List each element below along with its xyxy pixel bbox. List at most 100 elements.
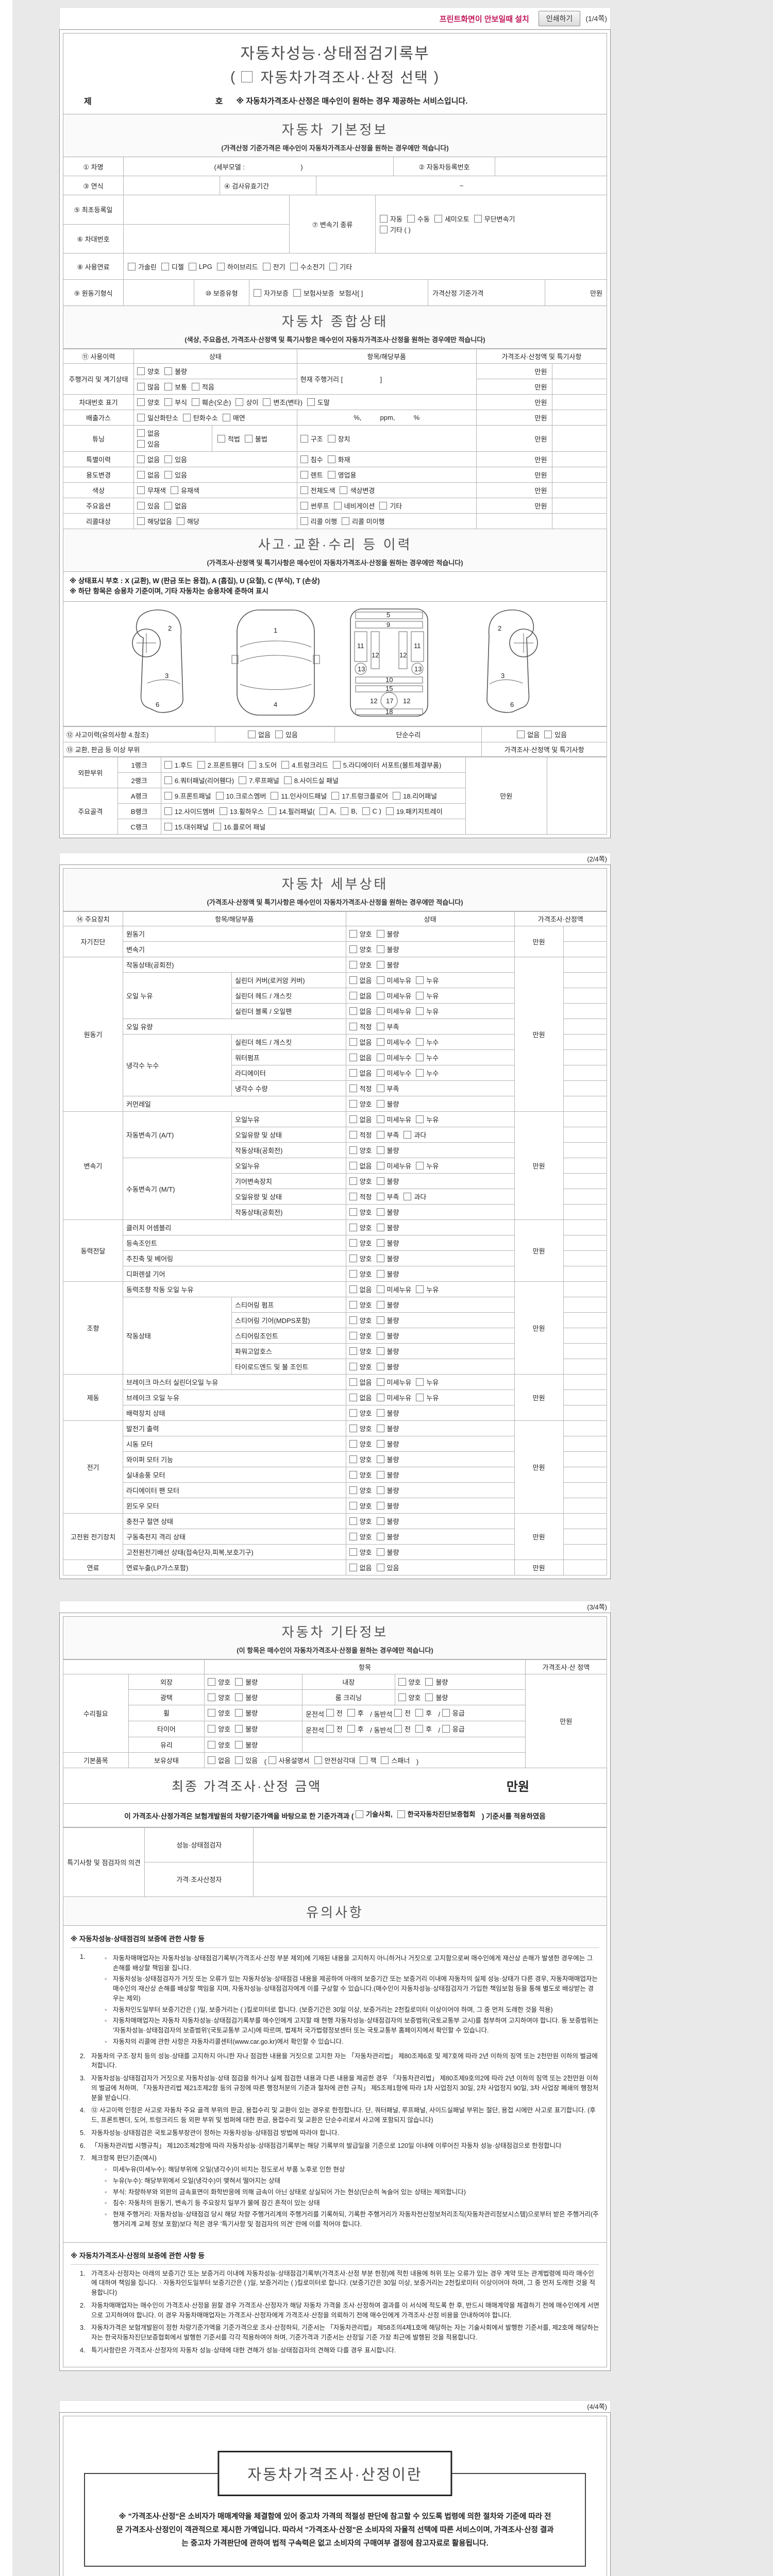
checkbox-option[interactable]: 양호 [349,929,372,939]
checkbox-option[interactable]: 양호 [349,1145,372,1155]
checkbox-icon[interactable] [376,1347,384,1355]
checkbox-option[interactable]: 불량 [235,1692,258,1702]
checkbox-icon[interactable] [360,1756,368,1764]
checkbox-icon[interactable] [362,807,370,815]
checkbox-option[interactable]: 렌트 [300,470,323,480]
detail-note-cell[interactable] [563,1157,608,1174]
checkbox-option[interactable]: C ) [362,807,381,815]
checkbox-option[interactable]: 세미오토 [434,214,469,224]
checkbox-option[interactable]: 불량 [376,1145,399,1155]
checkbox-icon[interactable] [164,367,173,375]
checkbox-icon[interactable] [208,1725,216,1733]
checkbox-option[interactable]: 없음 [164,501,187,511]
checkbox-icon[interactable] [349,1022,357,1030]
checkbox-icon[interactable] [376,1439,384,1448]
checkbox-option[interactable]: 양호 [349,1532,372,1541]
checkbox-option[interactable]: 양호 [137,397,160,407]
checkbox-option[interactable]: 양호 [349,1408,372,1418]
checkbox-icon[interactable] [331,791,340,800]
checkbox-option[interactable]: 없음 [248,730,271,739]
checkbox-option[interactable]: 불량 [376,960,399,970]
detail-note-cell[interactable] [563,1234,608,1251]
detail-note-cell[interactable] [563,1389,608,1405]
checkbox-icon[interactable] [235,1740,243,1749]
detail-note-cell[interactable] [563,1497,608,1514]
checkbox-icon[interactable] [376,1517,384,1525]
checkbox-option[interactable]: 미세누수 [376,1068,411,1078]
checkbox-option[interactable]: 없음 [349,1114,372,1124]
checkbox-option[interactable]: 전기 [262,262,285,272]
checkbox-option[interactable]: 미세누유 [376,975,411,985]
checkbox-icon[interactable] [340,486,348,494]
checkbox-option[interactable]: 양호 [349,1547,372,1557]
checkbox-icon[interactable] [415,1724,423,1733]
checkbox-option[interactable]: 부족 [376,1192,399,1201]
detail-note-cell[interactable] [563,1312,608,1328]
checkbox-option[interactable]: 리콜 미이행 [342,516,385,526]
checkbox-icon[interactable] [425,1677,433,1686]
checkbox-icon[interactable] [222,414,230,421]
current-mileage-field[interactable]: 현재 주행거리 [ ] [296,363,477,395]
detail-note-cell[interactable] [563,1528,608,1545]
checkbox-option[interactable]: 5.라디에이터 서포트(볼트체결부품) [332,760,441,770]
detail-note-cell[interactable] [563,987,608,1004]
checkbox-icon[interactable] [161,262,169,270]
checkbox-option[interactable]: 3.도어 [248,760,277,770]
checkbox-option[interactable]: 1.후드 [164,760,193,770]
checkbox-option[interactable]: 양호 [349,1315,372,1325]
checkbox-icon[interactable] [208,1693,216,1701]
checkbox-icon[interactable] [347,1724,355,1733]
checkbox-icon[interactable] [404,1192,412,1200]
checkbox-option[interactable]: 사용설명서 [268,1755,310,1765]
checkbox-option[interactable]: 양호 [349,1269,372,1279]
checkbox-icon[interactable] [268,807,276,815]
checkbox-option[interactable]: 누유 [416,1284,439,1294]
checkbox-icon[interactable] [404,1130,412,1139]
checkbox-option[interactable]: 누유 [416,1377,439,1387]
checkbox-option[interactable]: 없음 [349,1377,372,1387]
checkbox-option[interactable]: 부족 [376,1083,399,1093]
note-cell[interactable] [552,425,607,452]
checkbox-icon[interactable] [327,455,335,463]
checkbox-icon[interactable] [137,367,145,375]
checkbox-option[interactable]: 미세누유 [376,1114,411,1124]
checkbox-icon[interactable] [376,1099,384,1108]
checkbox-icon[interactable] [349,945,357,953]
checkbox-option[interactable]: 19.패키지트레이 [385,806,443,816]
checkbox-option[interactable]: 없음 [349,1563,372,1572]
checkbox-option[interactable]: 화재 [327,454,350,464]
checkbox-option[interactable]: 18.리어패널 [393,791,437,801]
checkbox-option[interactable]: 리콜 이행 [300,516,337,526]
checkbox-option[interactable]: 양호 [349,1099,372,1109]
checkbox-icon[interactable] [215,791,224,800]
checkbox-option[interactable]: 적정 [349,1022,372,1031]
checkbox-icon[interactable] [376,1084,384,1092]
checkbox-option[interactable]: 있음 [275,730,298,739]
checkbox-icon[interactable] [137,455,145,463]
detail-note-cell[interactable] [563,972,608,988]
checkbox-option[interactable]: 없음 [349,1161,372,1171]
checkbox-icon[interactable] [394,1708,402,1717]
checkbox-icon[interactable] [376,1316,384,1324]
checkbox-icon[interactable] [208,1709,216,1717]
checkbox-option[interactable]: 양호 [349,1346,372,1356]
detail-note-cell[interactable] [563,1265,608,1282]
checkbox-option[interactable]: 없음 [349,1037,372,1047]
checkbox-icon[interactable] [407,215,415,223]
checkbox-icon[interactable] [376,1393,384,1401]
checkbox-option[interactable]: 양호 [208,1708,230,1718]
checkbox-option[interactable]: 양호 [208,1724,230,1734]
checkbox-icon[interactable] [262,262,271,270]
checkbox-option[interactable]: 14.필러패널( [268,806,315,816]
checkbox-option[interactable]: 한국자동차진단보증협회 [397,1809,475,1820]
checkbox-icon[interactable] [517,730,525,738]
checkbox-icon[interactable] [349,960,357,969]
checkbox-option[interactable]: 전 [326,1708,343,1718]
checkbox-icon[interactable] [376,945,384,953]
checkbox-icon[interactable] [416,1115,424,1123]
checkbox-icon[interactable] [376,991,384,999]
checkbox-option[interactable]: 없음 [349,1006,372,1016]
checkbox-option[interactable]: 미세누유 [376,1006,411,1016]
checkbox-icon[interactable] [376,960,384,969]
checkbox-icon[interactable] [290,262,298,270]
